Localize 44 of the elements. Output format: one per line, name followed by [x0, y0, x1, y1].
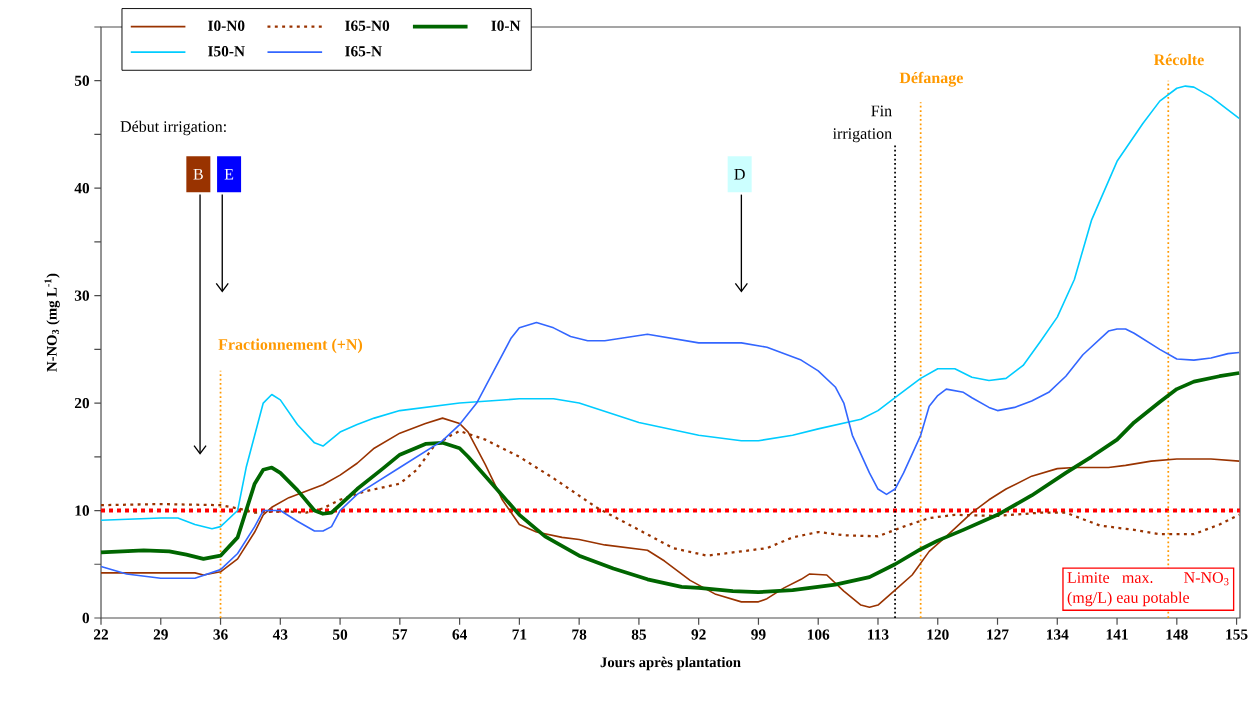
- ref-line-label: Défanage: [899, 71, 963, 87]
- x-tick-label: 50: [333, 629, 348, 640]
- x-tick-label: 148: [1166, 629, 1188, 640]
- x-tick-label: 113: [868, 629, 889, 640]
- annotation: Début irrigation:: [120, 120, 226, 136]
- x-tick-label: 155: [1226, 629, 1248, 640]
- line-series: [100, 85, 1240, 530]
- x-tick-label: 22: [93, 629, 109, 640]
- x-tick-label: 92: [691, 629, 706, 640]
- x-tick-label: 29: [153, 629, 168, 640]
- ref-line-label: Fractionnement (+N): [218, 338, 363, 354]
- x-axis-title: Jours après plantation: [600, 656, 741, 671]
- x-tick-label: 134: [1047, 629, 1069, 640]
- y-tick-label: 0: [82, 612, 90, 624]
- text: Limite max. N-NO$_{3}$ (mg/L) eau potable: [1067, 572, 1229, 607]
- x-tick-label: 120: [927, 629, 949, 640]
- x-tick-label: 57: [392, 629, 408, 640]
- x-tick-label: 99: [751, 629, 766, 640]
- x-tick-label: 106: [807, 629, 830, 640]
- legend-label: I0-N0: [208, 20, 245, 31]
- legend-label: I50-N: [208, 46, 245, 57]
- y-tick-label: 40: [74, 183, 90, 194]
- annotation: E: [224, 168, 234, 180]
- ref-line-label: Fin irrigation: [832, 105, 892, 143]
- y-tick-label: 10: [75, 505, 90, 516]
- line-series: [100, 417, 1240, 609]
- y-tick-label: 30: [74, 290, 90, 301]
- y-tick-label: 20: [74, 397, 90, 409]
- legend-label: I65-N: [345, 46, 382, 57]
- annotation: B: [193, 168, 203, 180]
- x-tick-label: 127: [987, 629, 1009, 640]
- x-tick-label: 141: [1106, 629, 1128, 640]
- x-tick-label: 64: [452, 629, 467, 640]
- y-axis-title: N-NO$_{3}$ (mg L$^{-1}$): [44, 273, 60, 372]
- y-tick-label: 50: [74, 75, 90, 86]
- annotation: D: [734, 168, 745, 180]
- ref-line-label: Récolte: [1153, 53, 1204, 66]
- x-tick-label: 78: [572, 629, 587, 640]
- x-tick-label: 36: [213, 629, 228, 640]
- x-tick-label: 71: [512, 629, 527, 640]
- x-tick-label: 43: [272, 629, 288, 640]
- legend-label: I65-N0: [345, 20, 390, 31]
- legend-label: I0-N: [491, 20, 521, 31]
- x-tick-label: 85: [631, 629, 647, 640]
